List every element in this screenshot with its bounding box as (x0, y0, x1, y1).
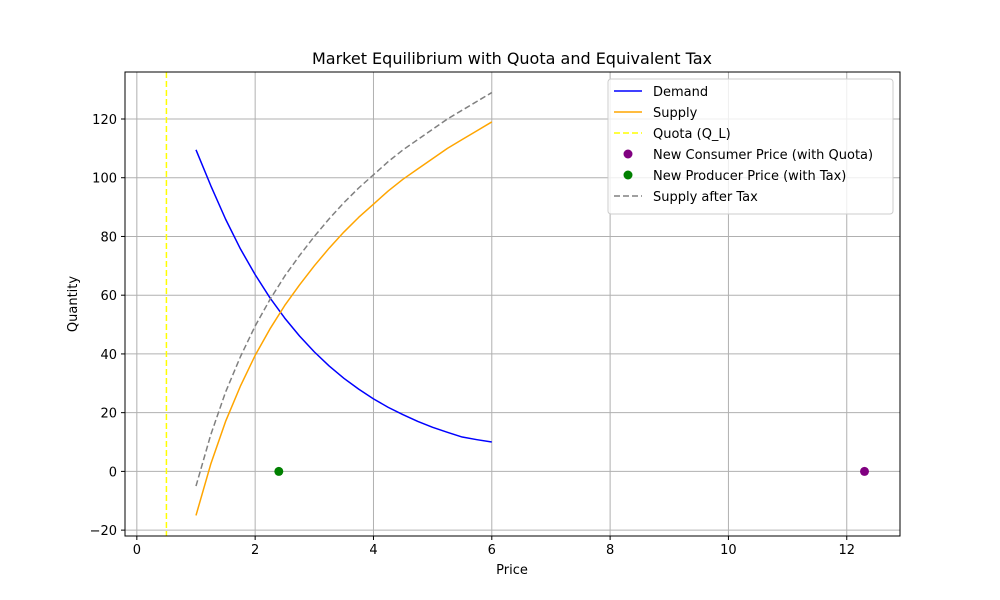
x-tick-label: 8 (606, 543, 614, 558)
y-axis: −20 0 20 40 60 80 100 120 (90, 113, 125, 539)
legend-label: Quota (Q_L) (653, 127, 731, 142)
new-producer-price-with-tax-point (274, 466, 284, 476)
legend-marker (623, 149, 633, 159)
legend-marker (623, 170, 633, 180)
legend-label: New Consumer Price (with Quota) (653, 148, 873, 163)
x-tick-label: 10 (720, 543, 737, 558)
x-axis: 0 2 4 6 8 10 12 (133, 536, 855, 558)
demand-line (195, 149, 492, 443)
y-tick-label: 80 (100, 230, 117, 245)
grid (125, 72, 900, 536)
y-tick-label: 100 (92, 172, 117, 187)
y-tick-label: 120 (92, 113, 117, 128)
legend-box (607, 78, 894, 215)
legend-label: Demand (653, 85, 708, 100)
x-axis-label: Price (496, 563, 528, 578)
plot-frame (124, 71, 901, 537)
y-tick-label: −20 (90, 524, 117, 539)
legend: Demand Supply Quota (Q_L) New Consumer Pric… (607, 78, 894, 215)
supply-line (195, 121, 493, 516)
chart-title: Market Equilibrium with Quota and Equiva… (312, 49, 712, 68)
plot-content (165, 72, 870, 536)
x-tick-label: 0 (133, 543, 141, 558)
legend-label: Supply after Tax (653, 190, 758, 205)
legend-label: New Producer Price (with Tax) (653, 169, 846, 184)
supply-after-tax-line (195, 91, 493, 487)
y-axis-label: Quantity (66, 276, 81, 332)
legend-label: Supply (653, 106, 698, 121)
x-tick-label: 4 (369, 543, 377, 558)
x-tick-label: 2 (251, 543, 259, 558)
new-consumer-price-with-quota-point (860, 466, 870, 476)
x-tick-label: 6 (488, 543, 496, 558)
y-tick-label: 40 (100, 348, 117, 363)
y-tick-label: 0 (109, 465, 117, 480)
x-tick-label: 12 (838, 543, 855, 558)
y-tick-label: 20 (100, 407, 117, 422)
y-tick-label: 60 (100, 289, 117, 304)
